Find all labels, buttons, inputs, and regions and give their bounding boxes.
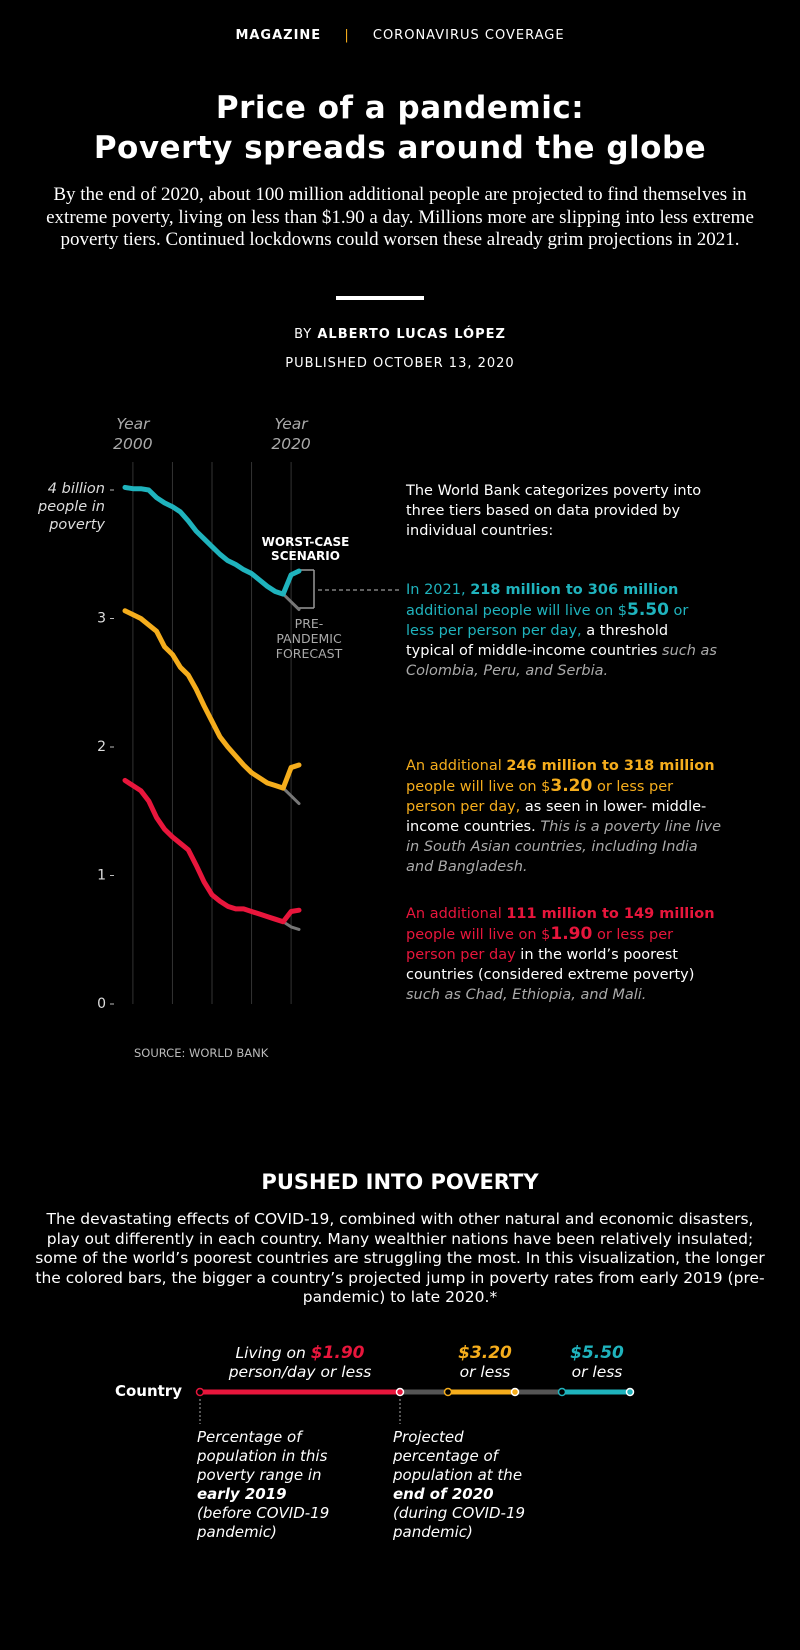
note: An additional 246 million to 318 million… xyxy=(406,756,721,877)
note-text: The World Bank categorizes poverty into … xyxy=(406,483,702,539)
divider: | xyxy=(344,28,350,43)
legend-text: $5.50 xyxy=(570,1343,624,1363)
note-text: An additional xyxy=(406,758,507,774)
note-text: people will live on $ xyxy=(406,927,551,943)
y-tick-label: 1 xyxy=(97,868,106,884)
chart: 0 1 2 3 xyxy=(97,462,400,1012)
rule xyxy=(336,296,424,300)
note-text: 218 million to 306 million xyxy=(470,582,679,598)
legend-text: (before COVID-19 pandemic) xyxy=(197,1504,330,1541)
series-line xyxy=(122,608,302,791)
note-text: 246 million to 318 million xyxy=(506,758,715,774)
y-tick-label: 4 billion people in poverty xyxy=(38,481,105,533)
series-line xyxy=(122,484,302,597)
note-text: 111 million to 149 million xyxy=(506,906,715,922)
note-text: In 2021, xyxy=(406,582,471,598)
note-text: 3.20 xyxy=(550,776,593,796)
legend-dot xyxy=(510,1387,520,1397)
published: PUBLISHED OCTOBER 13, 2020 xyxy=(285,356,515,371)
note-text: people will live on $ xyxy=(406,779,551,795)
dek: By the end of 2020, about 100 million ad… xyxy=(46,184,754,250)
note-text: or less per person per day, xyxy=(406,779,674,815)
byline: BY ALBERTO LUCAS LÓPEZ xyxy=(0,327,800,342)
legend-dot xyxy=(195,1387,205,1397)
legend-text: Percentage of population in this poverty… xyxy=(197,1428,328,1484)
byline-prefix: BY xyxy=(294,327,318,342)
legend-text: person/day or less xyxy=(228,1363,372,1381)
legend-dot xyxy=(557,1387,567,1397)
series-line xyxy=(122,777,302,925)
legend-text: end of 2020 xyxy=(393,1485,494,1503)
author: ALBERTO LUCAS LÓPEZ xyxy=(317,327,506,342)
section-title: PUSHED INTO POVERTY xyxy=(261,1170,539,1194)
note-text: 5.50 xyxy=(627,600,669,620)
y-tick-label: 3 xyxy=(97,611,106,627)
headline-line: Price of a pandemic: xyxy=(215,90,585,126)
series-line xyxy=(281,592,301,612)
header-nav: MAGAZINE | CORONAVIRUS COVERAGE xyxy=(0,28,800,43)
note-text: such as Colombia, Peru, and Serbia. xyxy=(406,643,717,679)
legend-text: early 2019 xyxy=(197,1485,287,1503)
note: In 2021, 218 million to 306 million addi… xyxy=(406,580,721,681)
note-text: additional people will live on $ xyxy=(406,603,627,619)
note-text: or less per person per day, xyxy=(406,603,689,639)
source: SOURCE: WORLD BANK xyxy=(134,1046,269,1060)
note-text: as seen in lower- middle-income countrie… xyxy=(406,799,707,835)
x-tick-label: Year 2020 xyxy=(271,415,311,453)
series-line xyxy=(281,920,301,931)
note: The World Bank categorizes poverty into … xyxy=(406,481,721,541)
y-tick-label: 0 xyxy=(97,996,106,1012)
note: An additional 111 million to 149 million… xyxy=(406,904,721,1005)
legend-text: or less xyxy=(571,1363,623,1381)
topic-link[interactable]: CORONAVIRUS COVERAGE xyxy=(372,28,565,43)
series-line xyxy=(281,786,301,806)
note-text: in the world’s poorest countries (consid… xyxy=(406,947,695,983)
headline: Price of a pandemic: Poverty spreads aro… xyxy=(0,88,800,168)
note-text: 1.90 xyxy=(550,924,593,944)
legend-text: Living on xyxy=(235,1344,311,1362)
note-text: or less per person per day xyxy=(406,927,674,963)
legend-text: $1.90 xyxy=(310,1343,365,1363)
legend-dot xyxy=(443,1387,453,1397)
worst-case-label: WORST-CASE SCENARIO xyxy=(261,535,350,563)
legend-dot xyxy=(395,1387,405,1397)
legend-start-note: Percentage of population in this poverty… xyxy=(197,1428,332,1542)
y-tick-label: 2 xyxy=(97,739,106,755)
section-link[interactable]: MAGAZINE xyxy=(235,28,322,43)
legend-country: Country xyxy=(114,1382,182,1400)
legend-tier: Living on $1.90 person/day or less xyxy=(205,1344,395,1382)
headline-line: Poverty spreads around the globe xyxy=(93,130,707,166)
legend-end-note: Projected percentage of population at th… xyxy=(393,1428,528,1542)
legend-dot xyxy=(625,1387,635,1397)
legend-text: (during COVID-19 pandemic) xyxy=(393,1504,526,1541)
section-text: The devastating effects of COVID-19, com… xyxy=(35,1210,765,1306)
forecast-label: PRE-PANDEMIC FORECAST xyxy=(275,616,343,661)
legend-tier: $5.50 or less xyxy=(552,1344,642,1382)
x-tick-label: Year 2000 xyxy=(113,415,153,453)
note-text: a threshold typical of middle-income cou… xyxy=(406,623,669,659)
note-text: An additional xyxy=(406,906,507,922)
note-text: such as Chad, Ethiopia, and Mali. xyxy=(406,987,647,1003)
note-text: This is a poverty line live in South Asi… xyxy=(406,819,721,875)
legend-tier: $3.20 or less xyxy=(440,1344,530,1382)
legend-text: Projected percentage of population at th… xyxy=(393,1428,523,1484)
legend-text: $3.20 xyxy=(458,1343,512,1363)
legend-text: or less xyxy=(459,1363,511,1381)
